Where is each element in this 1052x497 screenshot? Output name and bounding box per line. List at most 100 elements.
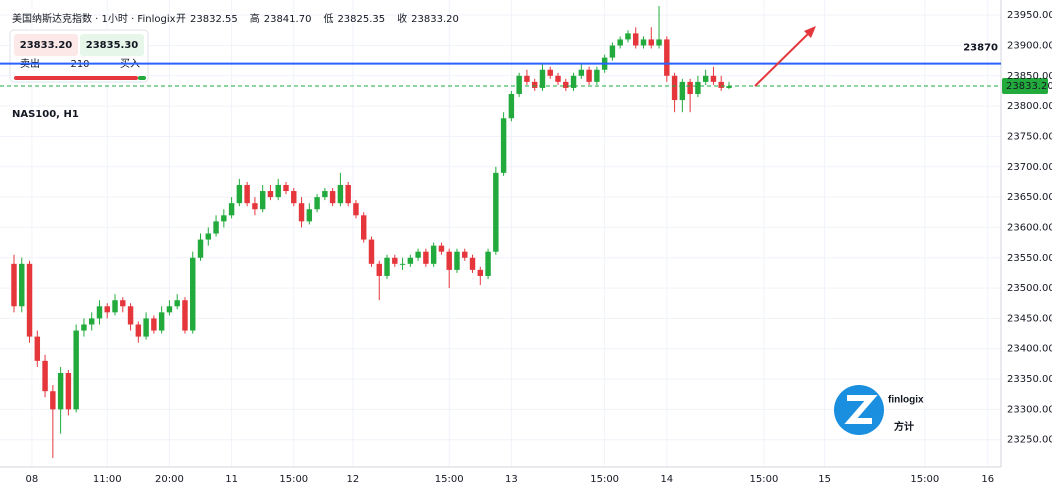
buy-button[interactable] — [80, 34, 144, 56]
candle-body — [143, 318, 149, 337]
candle-body — [578, 69, 585, 76]
candle-body — [190, 257, 196, 331]
candle-body — [671, 75, 678, 101]
candle-body — [42, 360, 48, 392]
candle-body — [345, 184, 351, 204]
candle-body — [485, 251, 491, 276]
y-tick-label: 23950.00 — [1007, 10, 1052, 21]
candle-body — [221, 215, 227, 222]
brand-name-cn: 方计 — [894, 420, 914, 433]
candle-body — [384, 257, 390, 276]
x-tick-label: 15 — [818, 474, 831, 485]
x-tick-label: 15:00 — [750, 474, 779, 485]
x-tick-label: 11:00 — [93, 474, 122, 485]
candle-body — [65, 372, 72, 410]
candle-body — [322, 191, 328, 198]
candle-body — [104, 306, 110, 313]
spread-bar-sell — [14, 76, 138, 80]
candle-body — [477, 269, 484, 276]
candle-body — [423, 251, 429, 264]
candle-body — [547, 69, 553, 76]
x-tick-label: 12 — [346, 474, 359, 485]
candle-body — [283, 184, 289, 192]
candle-body — [329, 191, 336, 204]
candle-body — [26, 263, 33, 337]
candle-body — [648, 39, 654, 46]
candle-body — [337, 184, 344, 204]
y-tick-label: 23250.00 — [1007, 435, 1052, 446]
candle-body — [617, 39, 623, 46]
x-tick-label: 15:00 — [910, 474, 939, 485]
candle-body — [228, 203, 235, 216]
candle-body — [493, 172, 499, 252]
ohlc: 开 23832.55 高 23841.70 低 23825.35 收 23833.20 — [176, 12, 459, 25]
candle-body — [353, 203, 359, 216]
brand-name: finlogix — [888, 395, 924, 406]
logo-z — [844, 395, 878, 424]
x-tick-label: 14 — [660, 474, 673, 485]
candle-body — [516, 75, 522, 95]
y-tick-label: 23350.00 — [1007, 374, 1052, 385]
x-tick-label: 15:00 — [435, 474, 464, 485]
y-tick-label: 23500.00 — [1007, 283, 1052, 294]
level-label: 23870 — [963, 43, 998, 54]
y-tick-label: 23650.00 — [1007, 192, 1052, 203]
candle-body — [236, 184, 243, 204]
candle-body — [360, 215, 367, 240]
y-tick-label: 23750.00 — [1007, 131, 1052, 142]
candle-body — [127, 306, 134, 325]
candle-body — [314, 197, 320, 210]
candle-body — [633, 33, 639, 46]
candle-body — [182, 300, 188, 331]
ohlc-value: 23832.55 — [190, 14, 238, 25]
ohlc-label: 开 — [176, 14, 186, 25]
candle-body — [555, 75, 561, 82]
candle-body — [50, 391, 56, 410]
candle-body — [524, 75, 530, 82]
candle-body — [438, 245, 445, 252]
candle-body — [11, 263, 17, 307]
candle-body — [135, 324, 142, 337]
candle-body — [586, 69, 592, 82]
y-tick-label: 23700.00 — [1007, 162, 1052, 173]
candle-body — [73, 330, 79, 410]
levels: 23870 23833.20 — [0, 43, 1052, 95]
candle-body — [205, 233, 212, 240]
ohlc-value: 23825.35 — [337, 14, 385, 25]
candle-body — [462, 251, 468, 258]
candle-body — [197, 239, 204, 258]
candle-body — [500, 118, 507, 173]
candle-body — [291, 191, 297, 204]
candle-body — [306, 209, 313, 222]
candle-body — [57, 372, 64, 410]
y-tick-label: 23800.00 — [1007, 101, 1052, 112]
y-tick-label: 23400.00 — [1007, 344, 1052, 355]
candle-body — [213, 221, 219, 234]
x-tick-label: 13 — [505, 474, 518, 485]
y-tick-label: 23450.00 — [1007, 313, 1052, 324]
sell-button[interactable] — [14, 34, 78, 56]
candle-body — [718, 81, 724, 88]
arrow-head — [804, 26, 816, 38]
candle-body — [609, 45, 616, 58]
candle-body — [710, 75, 717, 82]
trade-box: 23833.20 23835.30 卖出 210 买入 — [9, 29, 149, 83]
candle-body — [702, 75, 709, 82]
ohlc-value: 23833.20 — [411, 14, 459, 25]
buy-price: 23835.30 — [86, 40, 139, 51]
candle-body — [96, 306, 103, 319]
candle-body — [539, 69, 546, 88]
ohlc-value: 23841.70 — [264, 14, 312, 25]
candle-body — [120, 300, 126, 307]
candle-body — [446, 251, 452, 270]
candle-body — [726, 86, 732, 88]
last-price-label: 23833.20 — [1006, 81, 1052, 92]
candle-body — [34, 336, 41, 361]
x-tick-label: 15:00 — [590, 474, 619, 485]
candle-body — [625, 33, 631, 40]
candle-body — [376, 263, 382, 276]
candle-body — [275, 184, 281, 198]
candles — [11, 6, 732, 458]
candle-body — [640, 39, 647, 46]
